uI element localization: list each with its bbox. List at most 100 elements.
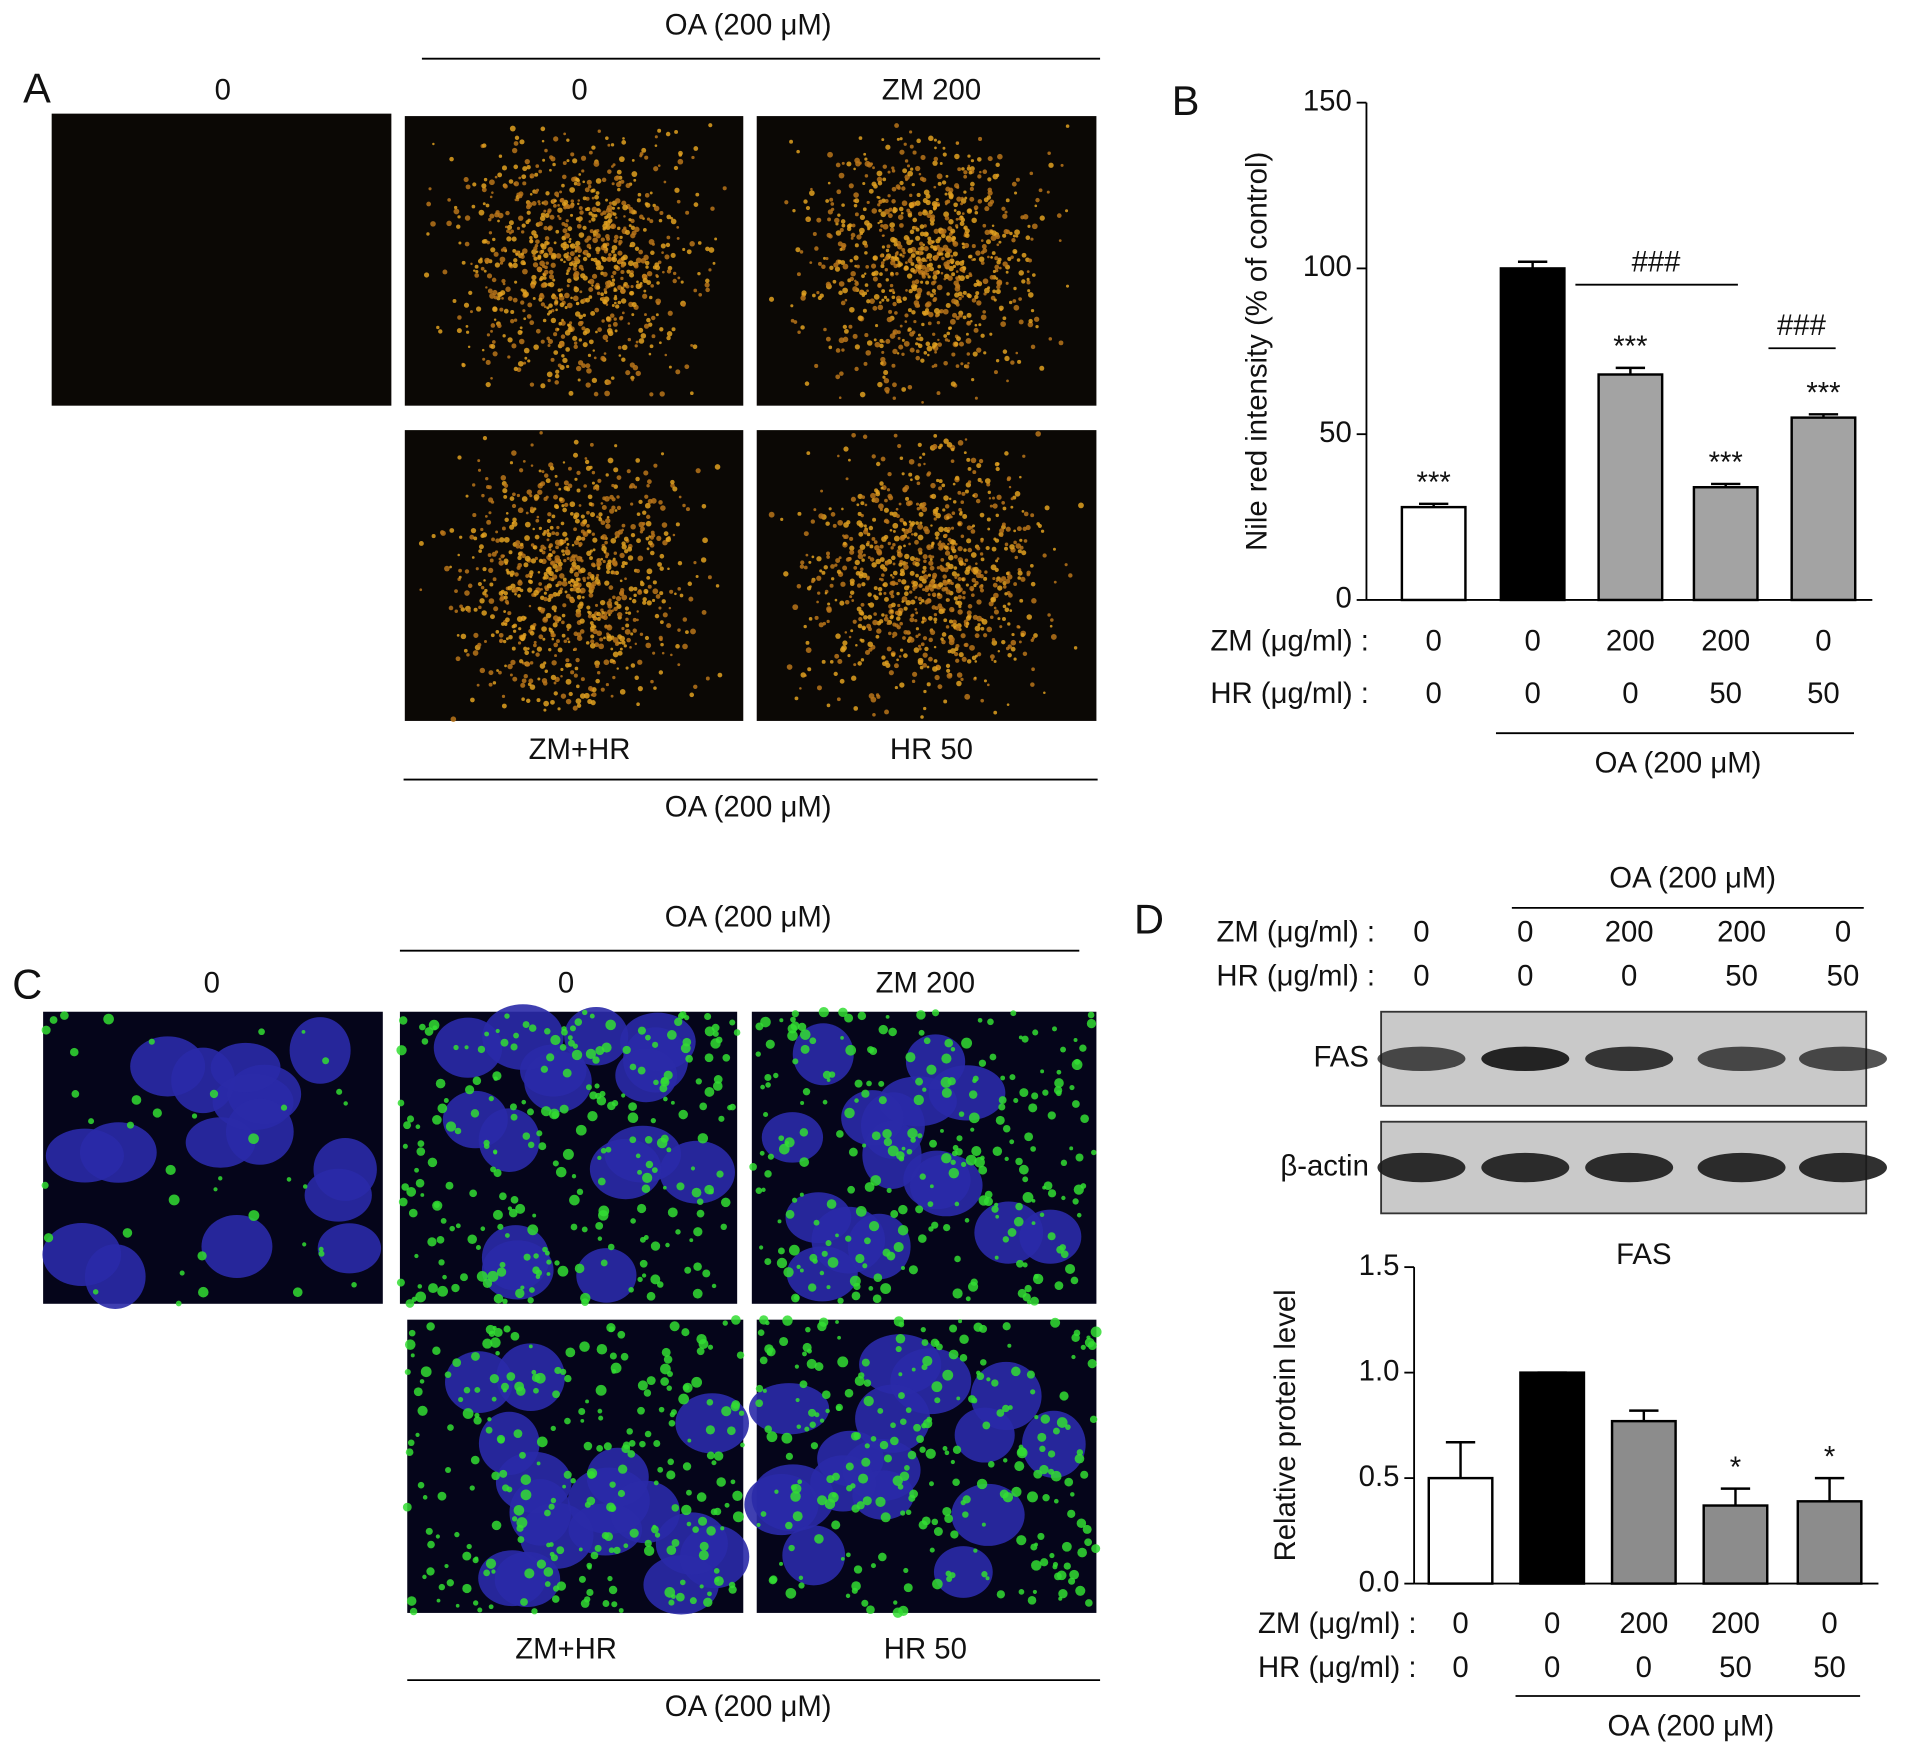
lipid-dot xyxy=(670,218,677,225)
lipid-dot xyxy=(892,208,897,214)
lipid-dot xyxy=(880,1283,892,1295)
lipid-dot xyxy=(629,1528,639,1538)
row-label: HR (μg/ml) : xyxy=(1258,1651,1417,1684)
lipid-dot xyxy=(213,1187,218,1192)
lipid-dot xyxy=(691,1376,703,1388)
lipid-dot xyxy=(1065,1424,1071,1430)
lipid-dot xyxy=(944,202,948,206)
lipid-dot xyxy=(606,380,612,385)
lipid-dot xyxy=(690,343,694,347)
lipid-dot xyxy=(505,617,510,623)
lipid-dot xyxy=(898,344,904,350)
lipid-dot xyxy=(619,552,625,559)
lipid-dot xyxy=(570,555,576,561)
lipid-dot xyxy=(904,1465,910,1471)
lipid-dot xyxy=(637,192,642,197)
lipid-dot xyxy=(909,1489,918,1499)
lipid-dot xyxy=(908,458,915,465)
lipid-dot xyxy=(909,193,913,198)
lipid-dot xyxy=(553,350,559,355)
lipid-dot xyxy=(680,1043,691,1054)
lipid-dot xyxy=(866,340,873,346)
lipid-dot xyxy=(835,374,841,380)
lipid-dot xyxy=(637,1169,643,1175)
lipid-dot xyxy=(502,554,505,558)
lipid-dot xyxy=(864,157,868,161)
lipid-dot xyxy=(965,566,971,572)
lipid-dot xyxy=(963,548,967,552)
lipid-dot xyxy=(616,169,622,175)
lipid-dot xyxy=(842,541,847,546)
lipid-dot xyxy=(1010,497,1014,501)
lipid-dot xyxy=(643,470,649,476)
lipid-dot xyxy=(840,300,846,306)
lipid-dot xyxy=(589,549,593,553)
lipid-dot xyxy=(470,262,473,266)
lipid-dot xyxy=(817,591,821,595)
lipid-dot xyxy=(891,602,896,608)
row-label: ZM (μg/ml) : xyxy=(1210,624,1369,657)
lipid-dot xyxy=(980,1155,985,1161)
lipid-dot xyxy=(867,602,871,606)
lipid-dot xyxy=(946,516,950,520)
lipid-dot xyxy=(941,180,947,185)
lipid-dot xyxy=(944,192,948,196)
lipid-dot xyxy=(997,650,1001,653)
lipid-dot xyxy=(901,579,907,585)
lipid-dot xyxy=(543,571,548,576)
lipid-dot xyxy=(931,555,935,559)
lipid-dot xyxy=(901,1146,906,1151)
lipid-dot xyxy=(454,1127,462,1135)
lipid-dot xyxy=(955,625,961,631)
lipid-dot xyxy=(560,334,566,339)
lipid-dot xyxy=(576,488,581,493)
lipid-dot xyxy=(732,1490,743,1501)
lipid-dot xyxy=(577,254,581,258)
lipid-dot xyxy=(562,539,567,544)
lipid-dot xyxy=(933,617,938,622)
lipid-dot xyxy=(555,583,559,588)
lipid-dot xyxy=(567,323,570,327)
lipid-dot xyxy=(879,254,884,258)
lipid-dot xyxy=(682,643,688,650)
lipid-dot xyxy=(704,282,710,288)
lipid-dot xyxy=(464,569,470,574)
lipid-dot xyxy=(469,1189,477,1198)
lipid-dot xyxy=(899,518,904,523)
lipid-dot xyxy=(1063,1562,1071,1570)
dose-value: 50 xyxy=(1719,1651,1752,1684)
lipid-dot xyxy=(546,306,550,310)
lipid-dot xyxy=(938,582,944,588)
lipid-dot xyxy=(879,564,886,570)
lipid-dot xyxy=(976,1372,985,1381)
lipid-dot xyxy=(844,1388,854,1398)
lipid-dot xyxy=(952,500,957,504)
lipid-dot xyxy=(958,560,964,566)
lipid-dot xyxy=(917,211,923,217)
lipid-dot xyxy=(602,559,606,564)
nucleus xyxy=(933,1546,993,1598)
lipid-dot xyxy=(921,1339,929,1346)
lipid-dot xyxy=(432,1114,442,1125)
lipid-dot xyxy=(814,615,819,620)
lipid-dot xyxy=(513,1032,519,1039)
lipid-dot xyxy=(637,1380,648,1391)
lipid-dot xyxy=(593,356,597,360)
lipid-dot xyxy=(856,264,860,269)
lipid-dot xyxy=(914,619,918,623)
lipid-dot xyxy=(918,336,924,342)
lipid-dot xyxy=(595,487,600,491)
lipid-dot xyxy=(663,1070,673,1080)
lipid-dot xyxy=(647,584,652,589)
lipid-dot xyxy=(917,633,921,637)
lipid-dot xyxy=(588,592,594,598)
lipid-dot xyxy=(504,622,508,627)
lipid-dot xyxy=(837,1335,841,1340)
lipid-dot xyxy=(790,318,795,323)
lipid-dot xyxy=(879,343,884,349)
lipid-dot xyxy=(944,215,950,221)
lipid-dot xyxy=(819,569,823,573)
lipid-dot xyxy=(547,225,553,231)
lipid-dot xyxy=(653,1079,659,1086)
lipid-dot xyxy=(923,559,927,563)
